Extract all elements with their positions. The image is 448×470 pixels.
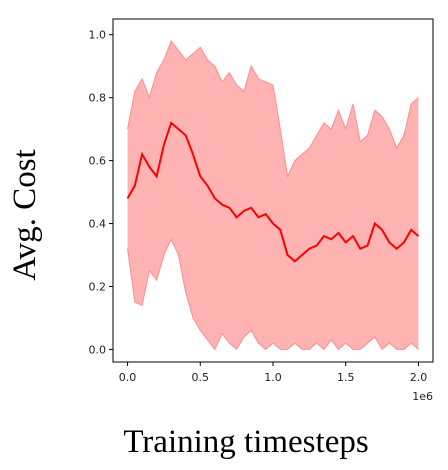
x-tick-label: 2.0 (410, 371, 428, 384)
band-upper-edge (127, 40, 419, 179)
x-tick-label: 0.5 (192, 371, 210, 384)
x-tick-label: 0.0 (119, 371, 137, 384)
mean-cost-line (126, 121, 420, 263)
mean-line-layer (126, 121, 420, 263)
x-axis-multiplier: 1e6 (412, 390, 433, 403)
y-tick-label: 0.6 (89, 155, 107, 168)
y-tick-label: 0.8 (89, 92, 107, 105)
y-axis-ticks: 0.0 0.2 0.4 0.6 0.8 1.0 (89, 29, 113, 356)
confidence-band (127, 41, 419, 350)
y-axis-title: Avg. Cost (7, 149, 43, 280)
confidence-band-layer (127, 40, 419, 351)
x-axis-ticks: 0.0 0.5 1.0 1.5 2.0 (119, 362, 427, 384)
y-tick-label: 0.4 (89, 218, 107, 231)
x-tick-label: 1.0 (264, 371, 282, 384)
y-tick-label: 1.0 (89, 29, 107, 42)
band-lower-edge (127, 238, 419, 351)
x-axis-title: Training timesteps (123, 424, 368, 460)
y-tick-label: 0.2 (89, 280, 107, 293)
x-tick-label: 1.5 (337, 371, 355, 384)
y-tick-label: 0.0 (89, 343, 107, 356)
